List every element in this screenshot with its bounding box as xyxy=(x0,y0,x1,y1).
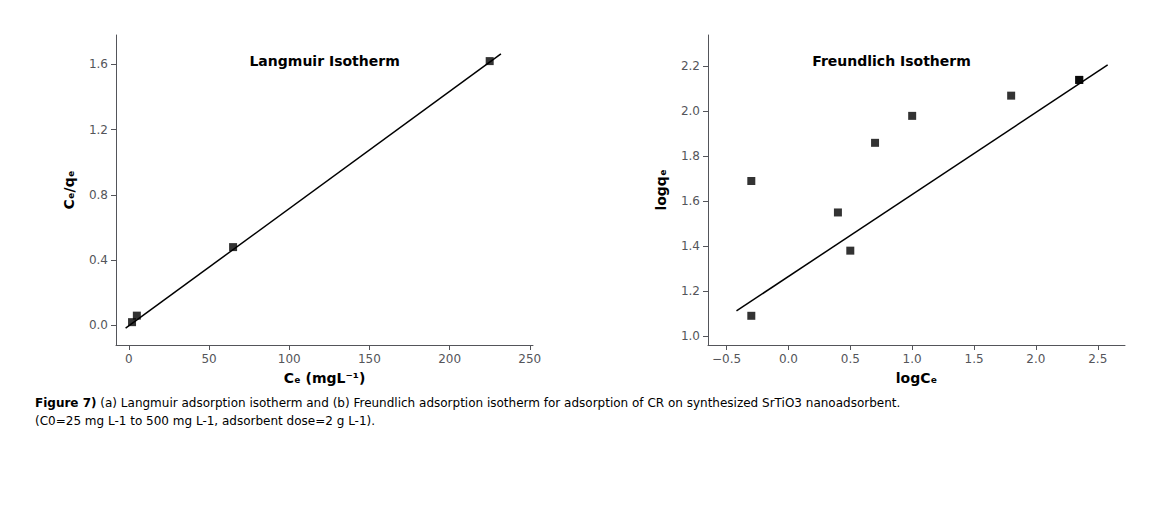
svg-text:2.0: 2.0 xyxy=(681,104,700,118)
svg-text:1.6: 1.6 xyxy=(89,57,108,71)
svg-text:−0.5: −0.5 xyxy=(712,352,741,366)
svg-text:0.4: 0.4 xyxy=(89,253,108,267)
svg-text:logCₑ: logCₑ xyxy=(896,370,937,386)
svg-text:0.0: 0.0 xyxy=(779,352,798,366)
svg-text:150: 150 xyxy=(358,352,381,366)
svg-text:200: 200 xyxy=(438,352,461,366)
svg-text:2.0: 2.0 xyxy=(1026,352,1045,366)
svg-text:0.0: 0.0 xyxy=(89,318,108,332)
svg-text:Cₑ (mgL⁻¹): Cₑ (mgL⁻¹) xyxy=(284,370,366,386)
svg-text:1.0: 1.0 xyxy=(681,329,700,343)
svg-text:250: 250 xyxy=(518,352,541,366)
svg-text:2.5: 2.5 xyxy=(1088,352,1107,366)
svg-text:logqₑ: logqₑ xyxy=(653,169,669,210)
svg-text:Langmuir Isotherm: Langmuir Isotherm xyxy=(249,53,399,69)
svg-text:Figure 7): Figure 7) xyxy=(35,396,97,410)
svg-text:0.5: 0.5 xyxy=(841,352,860,366)
svg-text:1.0: 1.0 xyxy=(903,352,922,366)
svg-text:100: 100 xyxy=(278,352,301,366)
svg-text:0: 0 xyxy=(125,352,133,366)
svg-text:50: 50 xyxy=(201,352,216,366)
svg-text:1.4: 1.4 xyxy=(681,239,700,253)
svg-text:(a) Langmuir adsorption isothe: (a) Langmuir adsorption isotherm and (b)… xyxy=(97,396,901,410)
svg-text:1.2: 1.2 xyxy=(89,123,108,137)
svg-text:2.2: 2.2 xyxy=(681,59,700,73)
svg-text:1.8: 1.8 xyxy=(681,149,700,163)
svg-text:(C0=25 mg L-1 to 500 mg L-1, a: (C0=25 mg L-1 to 500 mg L-1, adsorbent d… xyxy=(35,414,375,428)
svg-text:1.6: 1.6 xyxy=(681,194,700,208)
svg-text:Freundlich Isotherm: Freundlich Isotherm xyxy=(812,53,971,69)
svg-text:Cₑ/qₑ: Cₑ/qₑ xyxy=(61,171,77,210)
svg-text:1.2: 1.2 xyxy=(681,284,700,298)
svg-text:1.5: 1.5 xyxy=(964,352,983,366)
svg-text:0.8: 0.8 xyxy=(89,188,108,202)
